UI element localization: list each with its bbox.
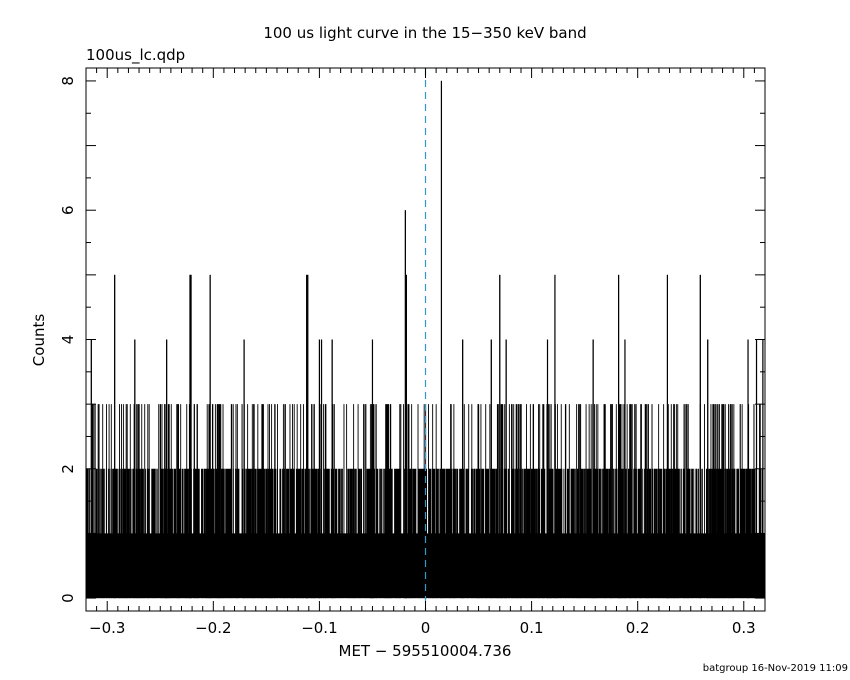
y-axis-label: Counts xyxy=(30,314,48,367)
x-tick-label: 0 xyxy=(421,619,431,637)
y-tick-label: 6 xyxy=(59,205,77,215)
y-tick-label: 0 xyxy=(59,593,77,603)
x-tick-label: −0.3 xyxy=(89,619,125,637)
count-level-3-bins xyxy=(91,404,761,599)
x-tick-label: 0.3 xyxy=(732,619,756,637)
footer-credit: batgroup 16-Nov-2019 11:09 xyxy=(703,663,848,674)
x-tick-label: −0.2 xyxy=(195,619,231,637)
y-tick-label: 8 xyxy=(59,76,77,86)
x-tick-label: 0.2 xyxy=(626,619,650,637)
bars-layer xyxy=(85,80,766,599)
chart-title: 100 us light curve in the 15−350 keV ban… xyxy=(263,24,586,42)
y-tick-label: 4 xyxy=(59,335,77,345)
axes-layer: −0.3 −0.2 −0.1 0 0.1 0.2 0.3 0 2 4 6 8 xyxy=(59,67,766,637)
x-tick-label: −0.1 xyxy=(301,619,337,637)
count-level-2-bins xyxy=(86,468,764,599)
x-tick-label: 0.1 xyxy=(520,619,544,637)
y-tick-label: 2 xyxy=(59,464,77,474)
x-axis-label: MET − 595510004.736 xyxy=(339,642,512,660)
chart-subtitle: 100us_lc.qdp xyxy=(86,46,185,65)
